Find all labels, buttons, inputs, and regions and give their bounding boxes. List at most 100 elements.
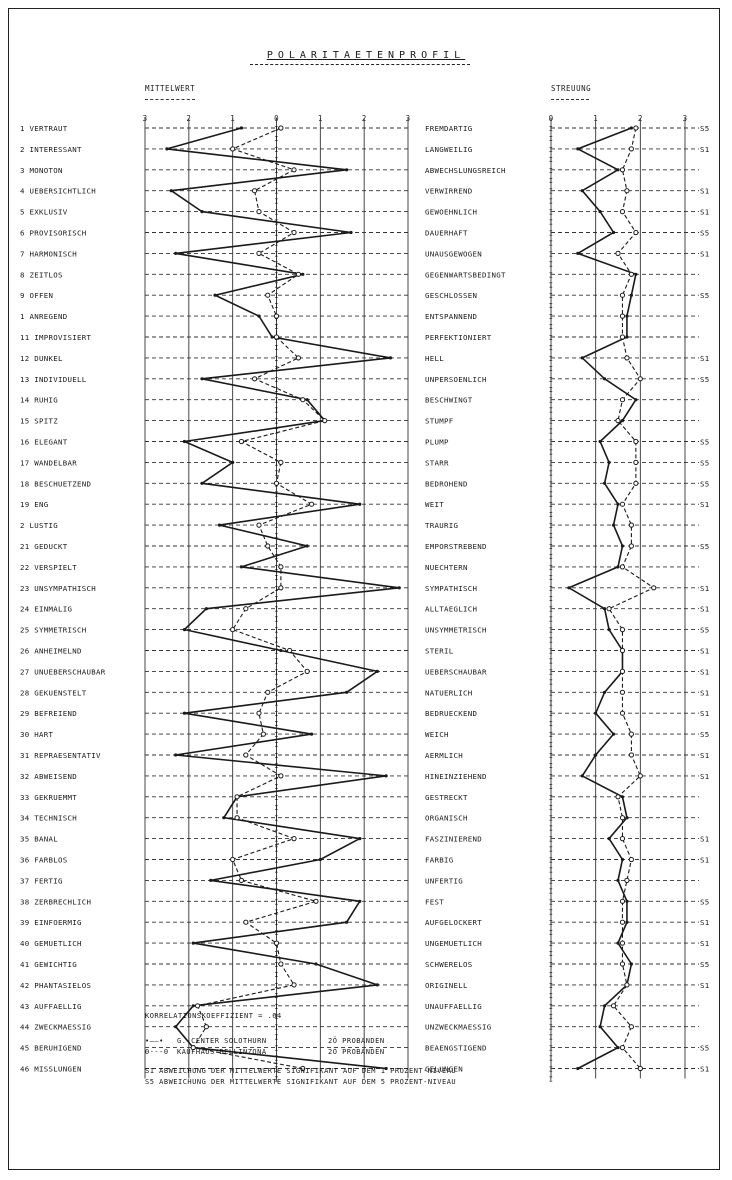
mean-point-dashed	[291, 167, 297, 173]
zero-axis-marker: I	[274, 302, 279, 310]
left-pole-label: 45 BERUHIGEND	[20, 1044, 82, 1053]
zero-axis-marker: I	[274, 1076, 279, 1084]
spread-axis-marker: I	[549, 846, 554, 854]
left-pole-label: 27 UNUEBERSCHAUBAR	[20, 667, 106, 676]
spread-axis-marker: I	[549, 198, 554, 206]
left-pole-label: 19 ENG	[20, 500, 49, 509]
left-pole-label: 1 ANREGEND	[20, 312, 68, 321]
mean-point-solid	[270, 335, 274, 339]
mean-point-dashed	[300, 397, 306, 403]
mean-point-solid	[213, 293, 217, 297]
spread-axis-marker: I	[549, 1003, 554, 1011]
left-header: MITTELWERT	[145, 84, 196, 93]
zero-axis-marker: I	[274, 532, 279, 540]
spread-point-solid	[616, 502, 620, 506]
spread-axis-marker: I	[549, 961, 554, 969]
spread-point-solid	[603, 481, 607, 485]
spread-point-solid	[611, 523, 616, 527]
zero-axis-marker: I	[274, 397, 279, 405]
right-pole-label: FEST	[425, 897, 444, 906]
spread-axis-marker: I	[549, 459, 554, 467]
right-pole-label: STERIL	[425, 647, 454, 656]
spread-point-dashed	[628, 1024, 635, 1030]
spread-axis-marker: I	[549, 135, 554, 143]
right-header-underline	[551, 99, 589, 100]
spread-point-dashed	[615, 418, 621, 424]
spread-point-solid	[625, 335, 629, 339]
spread-axis-marker: I	[549, 188, 554, 196]
mean-point-dashed	[256, 522, 262, 528]
spread-point-solid	[607, 460, 611, 464]
zero-axis-marker: I	[274, 490, 279, 498]
spread-point-solid	[616, 168, 620, 172]
spread-axis-marker: I	[549, 606, 554, 614]
right-pole-label: FREMDARTIG	[425, 124, 473, 133]
spread-axis-marker: I	[549, 397, 554, 405]
spread-axis-marker: I	[549, 836, 554, 844]
right-pole-label: SCHWERELOS	[425, 960, 473, 969]
spread-axis-marker: I	[549, 501, 554, 509]
mean-point-dashed	[291, 982, 297, 988]
left-pole-label: 15 SPITZ	[20, 417, 58, 426]
zero-axis-marker: I	[274, 585, 279, 593]
right-pole-label: ORGANISCH	[425, 814, 468, 823]
right-pole-label: ORIGINELL	[425, 981, 468, 990]
spread-point-solid	[598, 210, 602, 214]
spread-point-dashed	[619, 647, 626, 654]
left-pole-label: 26 ANHEIMELND	[20, 647, 82, 656]
spread-axis-marker: I	[549, 469, 554, 477]
spread-axis-marker: I	[549, 971, 554, 979]
mean-point-solid	[384, 774, 388, 778]
spread-axis-marker: I	[549, 1055, 554, 1063]
right-pole-label: STUMPF	[425, 417, 454, 426]
mean-point-dashed	[273, 940, 280, 946]
spread-axis-marker: I	[549, 553, 554, 561]
right-pole-label: GESTRECKT	[425, 793, 468, 802]
zero-axis-marker: I	[274, 449, 279, 457]
zero-axis-marker: I	[274, 292, 279, 300]
left-pole-label: 36 FARBLOS	[20, 856, 68, 865]
mean-point-dashed	[278, 585, 284, 591]
left-pole-label: 8 ZEITLOS	[20, 270, 63, 279]
spread-point-dashed	[624, 188, 630, 194]
zero-axis-marker: I	[274, 198, 279, 206]
right-pole-label: UNAUFFAELLIG	[425, 1002, 482, 1011]
zero-axis-marker: I	[274, 794, 279, 802]
spread-point-dashed	[628, 271, 635, 277]
spread-axis-marker: I	[549, 292, 554, 300]
zero-axis-marker: I	[274, 167, 279, 175]
legend-marker-solid: •——•	[145, 1037, 164, 1045]
mean-point-dashed	[238, 438, 245, 445]
mean-point-dashed	[238, 877, 245, 884]
zero-axis-marker: I	[274, 1013, 279, 1021]
spread-series-line	[608, 127, 655, 1069]
mean-point-solid	[318, 857, 322, 862]
spread-axis-marker: I	[549, 281, 554, 289]
mean-point-dashed	[251, 188, 258, 194]
mean-point-dashed	[203, 1024, 209, 1030]
zero-axis-marker: I	[274, 710, 279, 718]
spread-point-solid	[580, 356, 584, 360]
mean-point-dashed	[291, 836, 297, 842]
zero-axis-marker: I	[274, 961, 279, 969]
right-pole-label: GEGENWARTSBEDINGT	[425, 270, 506, 279]
right-pole-label: BEAENGSTIGEND	[425, 1044, 487, 1053]
spread-axis-marker: I	[549, 323, 554, 331]
spread-point-dashed	[619, 501, 626, 507]
mean-point-solid	[279, 648, 283, 653]
zero-axis-marker: I	[274, 156, 279, 164]
spread-point-dashed	[619, 919, 626, 925]
zero-axis-marker: I	[274, 230, 279, 238]
significance-label: S1	[700, 647, 710, 656]
mean-point-solid	[305, 544, 309, 548]
mean-series-line	[192, 127, 326, 1070]
zero-axis-marker: I	[274, 762, 279, 770]
spread-point-dashed	[619, 668, 626, 675]
mean-point-solid	[182, 439, 187, 444]
right-pole-label: FARBIG	[425, 856, 454, 865]
left-pole-label: 34 TECHNISCH	[20, 814, 77, 823]
spread-axis-marker: I	[549, 334, 554, 342]
right-pole-label: PLUMP	[425, 438, 449, 447]
right-pole-label: FASZINIEREND	[425, 835, 482, 844]
